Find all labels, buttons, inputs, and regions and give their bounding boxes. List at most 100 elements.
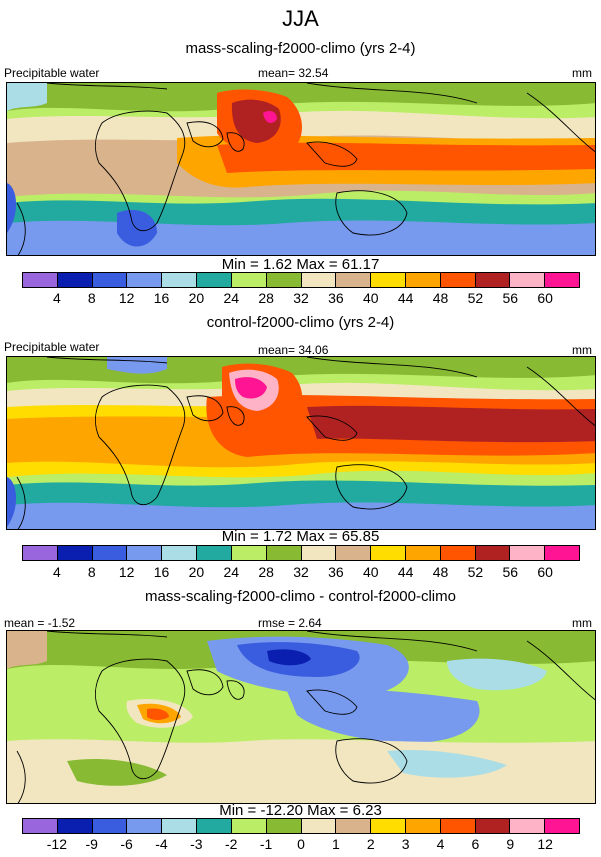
panel-1-mean-label: mean= 32.54: [258, 66, 329, 80]
colorbar-swatch: [371, 546, 406, 560]
colorbar-swatch: [545, 273, 579, 287]
colorbar-swatch: [231, 819, 267, 833]
colorbar-swatch: [231, 546, 267, 560]
panel-3-colorbar: [22, 818, 580, 834]
colorbar-tick-label: 44: [397, 290, 414, 306]
panel-3-colorbar-ticks: -12 -9 -6 -4 -3 -2 -1 0 1 2 3 4 6 9 12: [22, 836, 580, 852]
colorbar-tick-label: 40: [362, 290, 379, 306]
colorbar-swatch: [23, 273, 58, 287]
colorbar-tick-label: 40: [362, 564, 379, 580]
panel-3-minmax: Min = -12.20 Max = 6.23: [219, 802, 382, 819]
panel-3-mean-label: mean = -1.52: [4, 616, 76, 630]
panel-2-colorbar-ticks: 4 8 12 16 20 24 28 32 36 40 44 48 52 56 60: [22, 564, 580, 580]
colorbar-swatch: [440, 819, 476, 833]
colorbar-tick-label: 56: [502, 290, 519, 306]
colorbar-tick-label: 32: [293, 564, 309, 580]
colorbar-tick-label: -3: [190, 836, 203, 852]
colorbar-tick-label: 36: [328, 290, 344, 306]
colorbar-tick-label: 60: [537, 290, 553, 306]
colorbar-tick-label: 24: [223, 564, 240, 580]
colorbar-tick-label: -4: [155, 836, 168, 852]
panel-3-units-label: mm: [572, 616, 592, 630]
colorbar-swatch: [127, 819, 163, 833]
colorbar-swatch: [92, 273, 128, 287]
colorbar-tick-label: 4: [52, 290, 61, 306]
colorbar-swatch: [405, 819, 441, 833]
colorbar-swatch: [162, 273, 198, 287]
colorbar-swatch: [266, 819, 302, 833]
colorbar-swatch: [405, 273, 441, 287]
colorbar-tick-label: -1: [259, 836, 273, 852]
colorbar-swatch: [510, 819, 546, 833]
colorbar-swatch: [405, 546, 441, 560]
colorbar-swatch: [475, 273, 511, 287]
colorbar-swatch: [127, 546, 163, 560]
colorbar-swatch: [510, 273, 546, 287]
colorbar-tick-label: 36: [328, 564, 344, 580]
colorbar-swatch: [336, 273, 372, 287]
colorbar-swatch: [440, 546, 476, 560]
panel-3-title: mass-scaling-f2000-climo - control-f2000…: [145, 588, 456, 605]
panel-1-map: [6, 82, 596, 256]
colorbar-tick-label: 52: [467, 290, 484, 306]
panel-2-minmax: Min = 1.72 Max = 65.85: [221, 528, 380, 545]
colorbar-swatch: [510, 546, 546, 560]
colorbar-tick-label: 16: [153, 564, 170, 580]
colorbar-swatch: [197, 546, 232, 560]
colorbar-tick-label: -6: [120, 836, 133, 852]
colorbar-swatch: [23, 819, 58, 833]
colorbar-tick-label: 3: [401, 836, 410, 852]
panel-1-units-label: mm: [572, 66, 592, 80]
colorbar-tick-label: 8: [87, 290, 96, 306]
colorbar-tick-label: 6: [471, 836, 480, 852]
colorbar-tick-label: 2: [366, 836, 375, 852]
colorbar-tick-label: -12: [46, 836, 67, 852]
colorbar-tick-label: 48: [432, 564, 449, 580]
colorbar-swatch: [371, 273, 406, 287]
colorbar-swatch: [127, 273, 163, 287]
colorbar-swatch: [301, 273, 337, 287]
panel-2-variable-label: Precipitable water: [4, 340, 100, 354]
colorbar-swatch: [266, 273, 302, 287]
panel-1-colorbar: [22, 272, 580, 288]
colorbar-tick-label: 44: [397, 564, 414, 580]
colorbar-swatch: [336, 819, 372, 833]
colorbar-tick-label: 4: [52, 564, 61, 580]
colorbar-tick-label: 24: [223, 290, 240, 306]
colorbar-swatch: [197, 273, 232, 287]
colorbar-tick-label: 28: [258, 564, 274, 580]
panel-2-units-label: mm: [572, 343, 592, 357]
colorbar-swatch: [57, 819, 93, 833]
colorbar-tick-label: 20: [188, 564, 205, 580]
colorbar-swatch: [162, 546, 198, 560]
panel-2-map: [6, 356, 596, 530]
colorbar-tick-label: 0: [297, 836, 305, 852]
colorbar-tick-label: 4: [436, 836, 445, 852]
colorbar-swatch: [371, 819, 406, 833]
panel-3-rmse-label: rmse = 2.64: [258, 616, 322, 630]
colorbar-tick-label: 8: [87, 564, 96, 580]
colorbar-swatch: [336, 546, 372, 560]
colorbar-swatch: [162, 819, 198, 833]
colorbar-tick-label: 1: [331, 836, 340, 852]
panel-3-map: [6, 630, 596, 804]
colorbar-swatch: [57, 273, 93, 287]
colorbar-tick-label: 52: [467, 564, 484, 580]
colorbar-tick-label: 16: [153, 290, 170, 306]
colorbar-tick-label: 12: [118, 290, 135, 306]
panel-2-colorbar: [22, 545, 580, 561]
colorbar-swatch: [266, 546, 302, 560]
colorbar-tick-label: 20: [188, 290, 205, 306]
panel-1-variable-label: Precipitable water: [4, 66, 100, 80]
colorbar-swatch: [545, 546, 579, 560]
colorbar-swatch: [301, 546, 337, 560]
colorbar-swatch: [301, 819, 337, 833]
colorbar-tick-label: 32: [293, 290, 309, 306]
colorbar-swatch: [23, 546, 58, 560]
colorbar-tick-label: -2: [225, 836, 238, 852]
colorbar-swatch: [197, 819, 232, 833]
colorbar-tick-label: 48: [432, 290, 449, 306]
colorbar-swatch: [57, 546, 93, 560]
colorbar-swatch: [92, 819, 128, 833]
panel-1-colorbar-ticks: 4 8 12 16 20 24 28 32 36 40 44 48 52 56 60: [22, 290, 580, 306]
